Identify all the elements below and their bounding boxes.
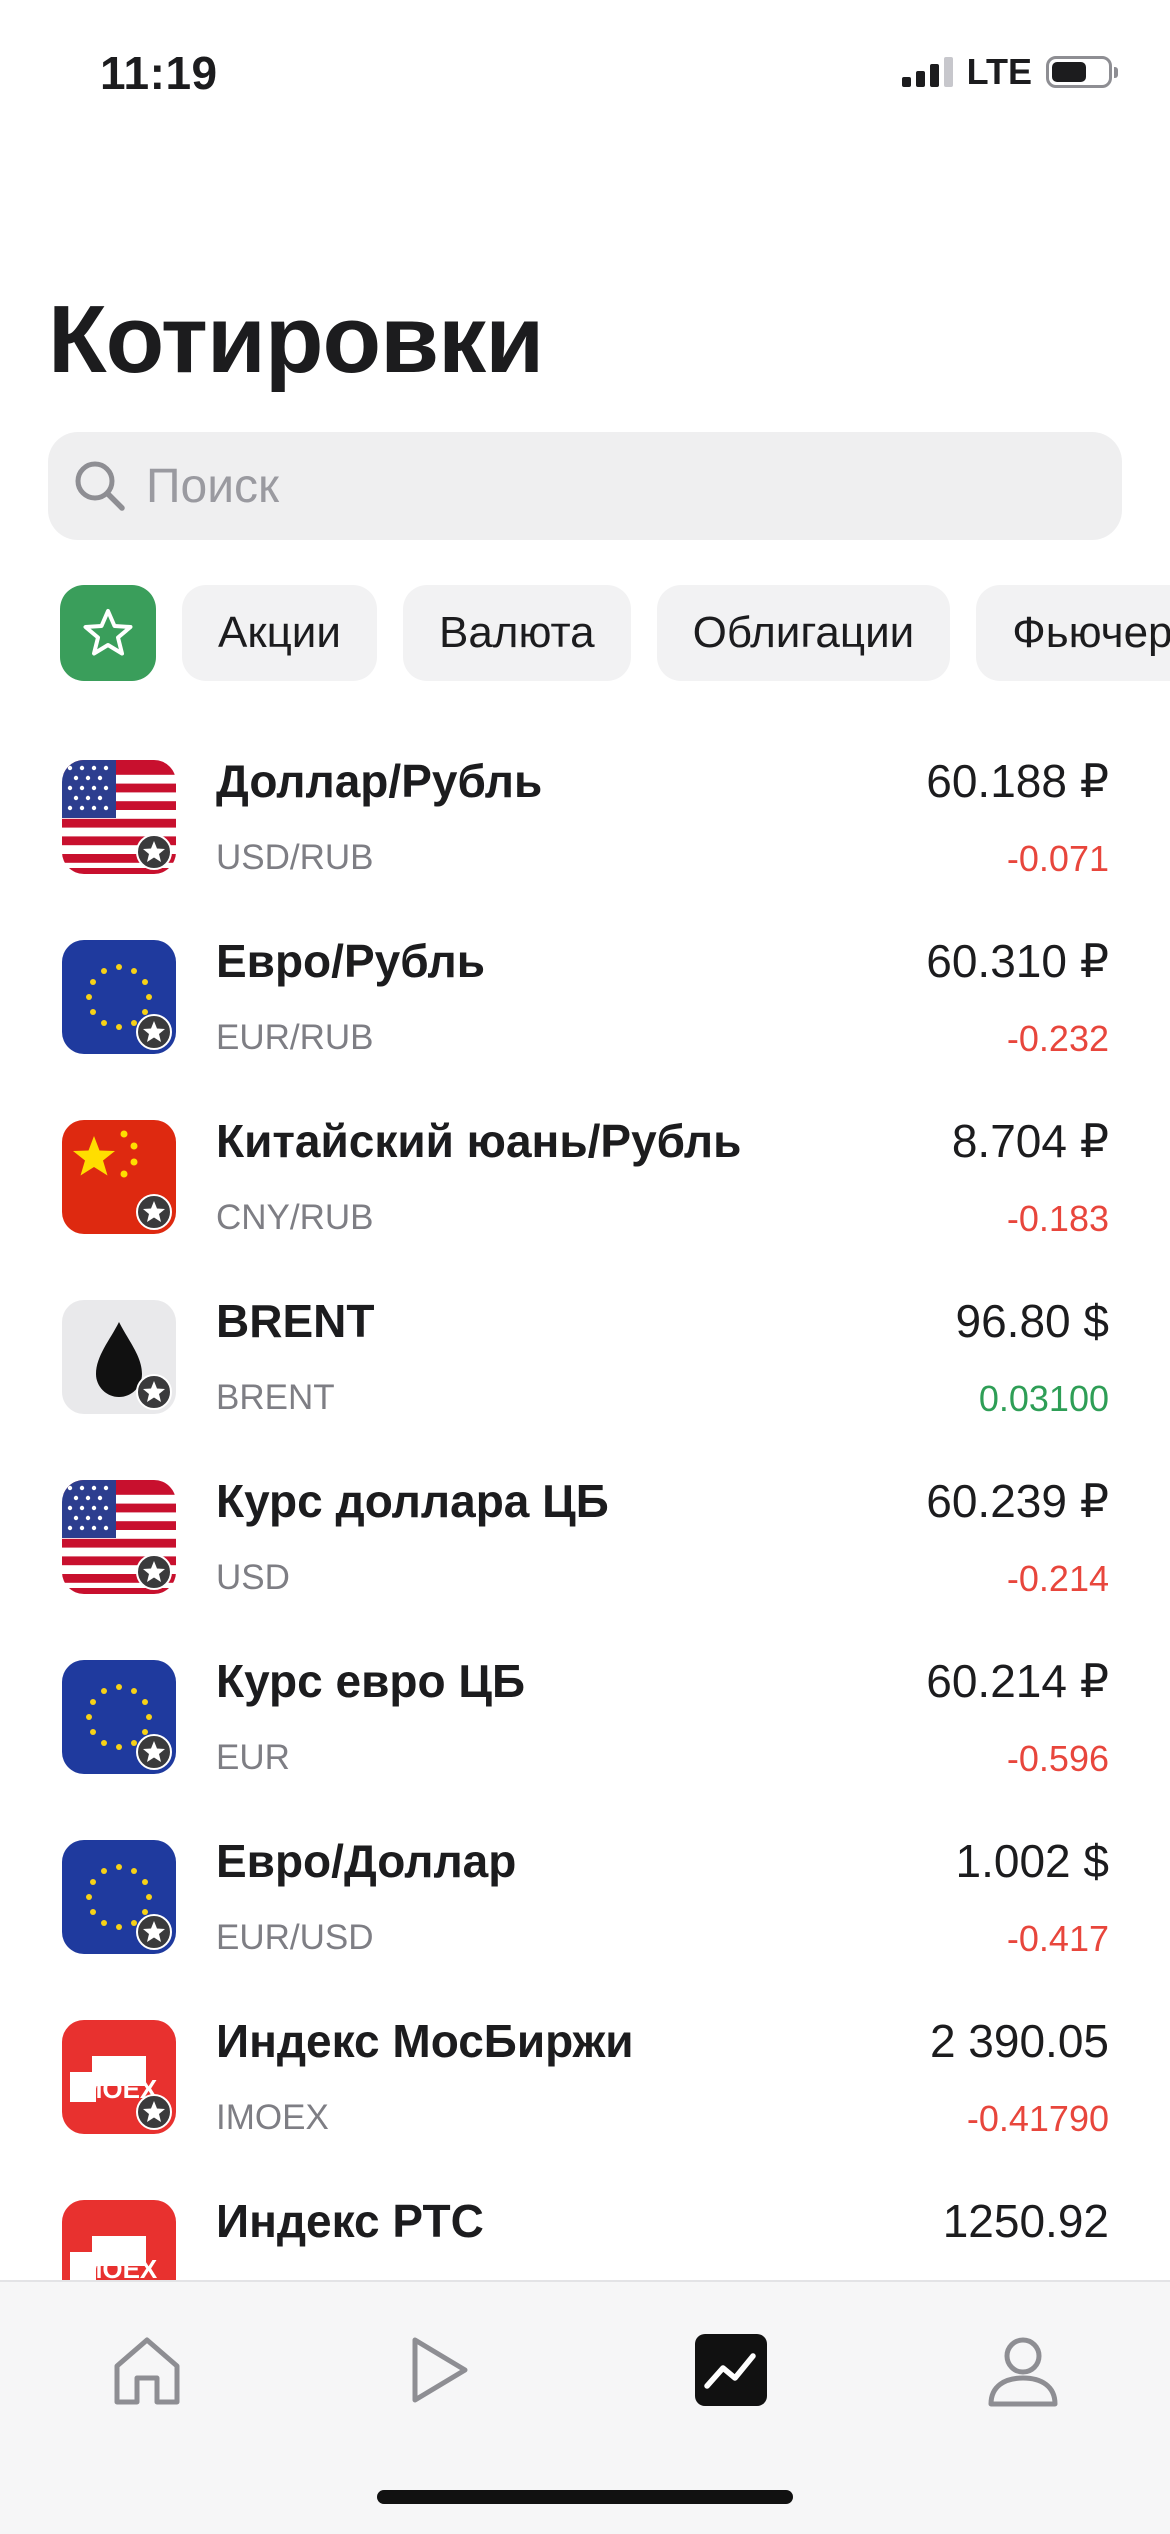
quote-change: 0.03100 [978,1378,1109,1419]
quote-change: -0.596 [1006,1738,1109,1779]
quote-ticker: USD [216,1558,290,1597]
quote-name: Китайский юань/Рубль [216,1115,742,1167]
quote-name: Доллар/Рубль [216,755,543,807]
quote-list: Доллар/Рубль USD/RUB 60.188 ₽ -0.071 Евр… [0,720,1170,2340]
page-title: Котировки [48,286,544,393]
battery-icon [1046,56,1118,88]
quote-row[interactable]: BRENT BRENT 96.80 $ 0.03100 [0,1260,1170,1440]
quote-price: 8.704 ₽ [951,1115,1109,1167]
quote-name: Курс евро ЦБ [216,1655,526,1707]
quote-name: Евро/Рубль [216,935,485,987]
quote-ticker: EUR [216,1738,290,1777]
quote-price: 1250.92 [942,2195,1109,2247]
quote-price: 2 390.05 [929,2015,1109,2067]
quote-ticker: EUR/RUB [216,1018,374,1057]
tab-home[interactable] [99,2322,195,2418]
status-bar: 11:19 LTE [0,0,1170,150]
chart-icon [695,2334,767,2406]
quote-change: -0.417 [1006,1918,1109,1959]
quote-name: Индекс РТС [216,2195,484,2247]
quote-price: 60.188 ₽ [926,755,1109,807]
quote-row[interactable]: Евро/Рубль EUR/RUB 60.310 ₽ -0.232 [0,900,1170,1080]
favorite-badge-icon [136,2094,172,2130]
signal-icon [901,57,953,87]
home-indicator [377,2490,793,2504]
status-indicators: LTE [901,51,1118,92]
favorite-badge-icon [136,1734,172,1770]
quote-row[interactable]: Курс доллара ЦБ USD 60.239 ₽ -0.214 [0,1440,1170,1620]
filter-chip-currency[interactable]: Валюта [402,585,631,681]
favorite-badge-icon [136,1374,172,1410]
search-input[interactable] [144,457,1048,515]
tab-profile[interactable] [975,2322,1071,2418]
search-bar[interactable] [48,432,1122,540]
quote-row[interactable]: Китайский юань/Рубль CNY/RUB 8.704 ₽ -0.… [0,1080,1170,1260]
quote-name: Евро/Доллар [216,1835,517,1887]
star-icon [83,609,133,656]
quote-price: 1.002 $ [955,1835,1109,1887]
quote-ticker: USD/RUB [216,838,374,877]
favorite-badge-icon [136,834,172,870]
quote-price: 96.80 $ [955,1295,1109,1347]
quote-name: BRENT [216,1295,375,1347]
quote-ticker: IMOEX [216,2098,329,2137]
filter-chip-bonds[interactable]: Облигации [656,585,951,681]
quote-price: 60.239 ₽ [926,1475,1109,1527]
favorites-filter-button[interactable] [60,585,156,681]
quote-row[interactable]: Евро/Доллар EUR/USD 1.002 $ -0.417 [0,1800,1170,1980]
status-time: 11:19 [100,47,218,99]
favorite-badge-icon [136,1014,172,1050]
tab-play[interactable] [389,2322,485,2418]
favorite-badge-icon [136,1194,172,1230]
network-type: LTE [966,51,1032,92]
quote-change: -0.41790 [966,2098,1109,2139]
favorite-badge-icon [136,1914,172,1950]
quote-row[interactable]: Курс евро ЦБ EUR 60.214 ₽ -0.596 [0,1620,1170,1800]
quote-name: Индекс МосБиржи [216,2015,634,2067]
quote-ticker: CNY/RUB [216,1198,374,1237]
search-icon [75,461,125,511]
filter-chip-stocks[interactable]: Акции [182,585,377,681]
quote-ticker: BRENT [216,1378,335,1417]
quote-row[interactable]: Индекс РТС 1250.92 [0,2160,1170,2340]
tab-quotes[interactable] [683,2322,779,2418]
profile-icon [988,2337,1058,2407]
quote-change: -0.183 [1006,1198,1109,1239]
quote-ticker: EUR/USD [216,1918,374,1957]
play-icon [412,2337,468,2403]
home-icon [114,2337,180,2405]
filter-chip-futures[interactable]: Фьючерсы [976,585,1170,681]
quote-name: Курс доллара ЦБ [216,1475,609,1527]
filter-chips: Акции Валюта Облигации Фьючерсы [60,585,1170,681]
quote-change: -0.071 [1006,838,1109,879]
quote-price: 60.214 ₽ [926,1655,1109,1707]
quote-price: 60.310 ₽ [926,935,1109,987]
quote-change: -0.232 [1006,1018,1109,1059]
quote-change: -0.214 [1006,1558,1109,1599]
quote-row[interactable]: Доллар/Рубль USD/RUB 60.188 ₽ -0.071 [0,720,1170,900]
favorite-badge-icon [136,1554,172,1590]
quote-row[interactable]: Индекс МосБиржи IMOEX 2 390.05 -0.41790 [0,1980,1170,2160]
